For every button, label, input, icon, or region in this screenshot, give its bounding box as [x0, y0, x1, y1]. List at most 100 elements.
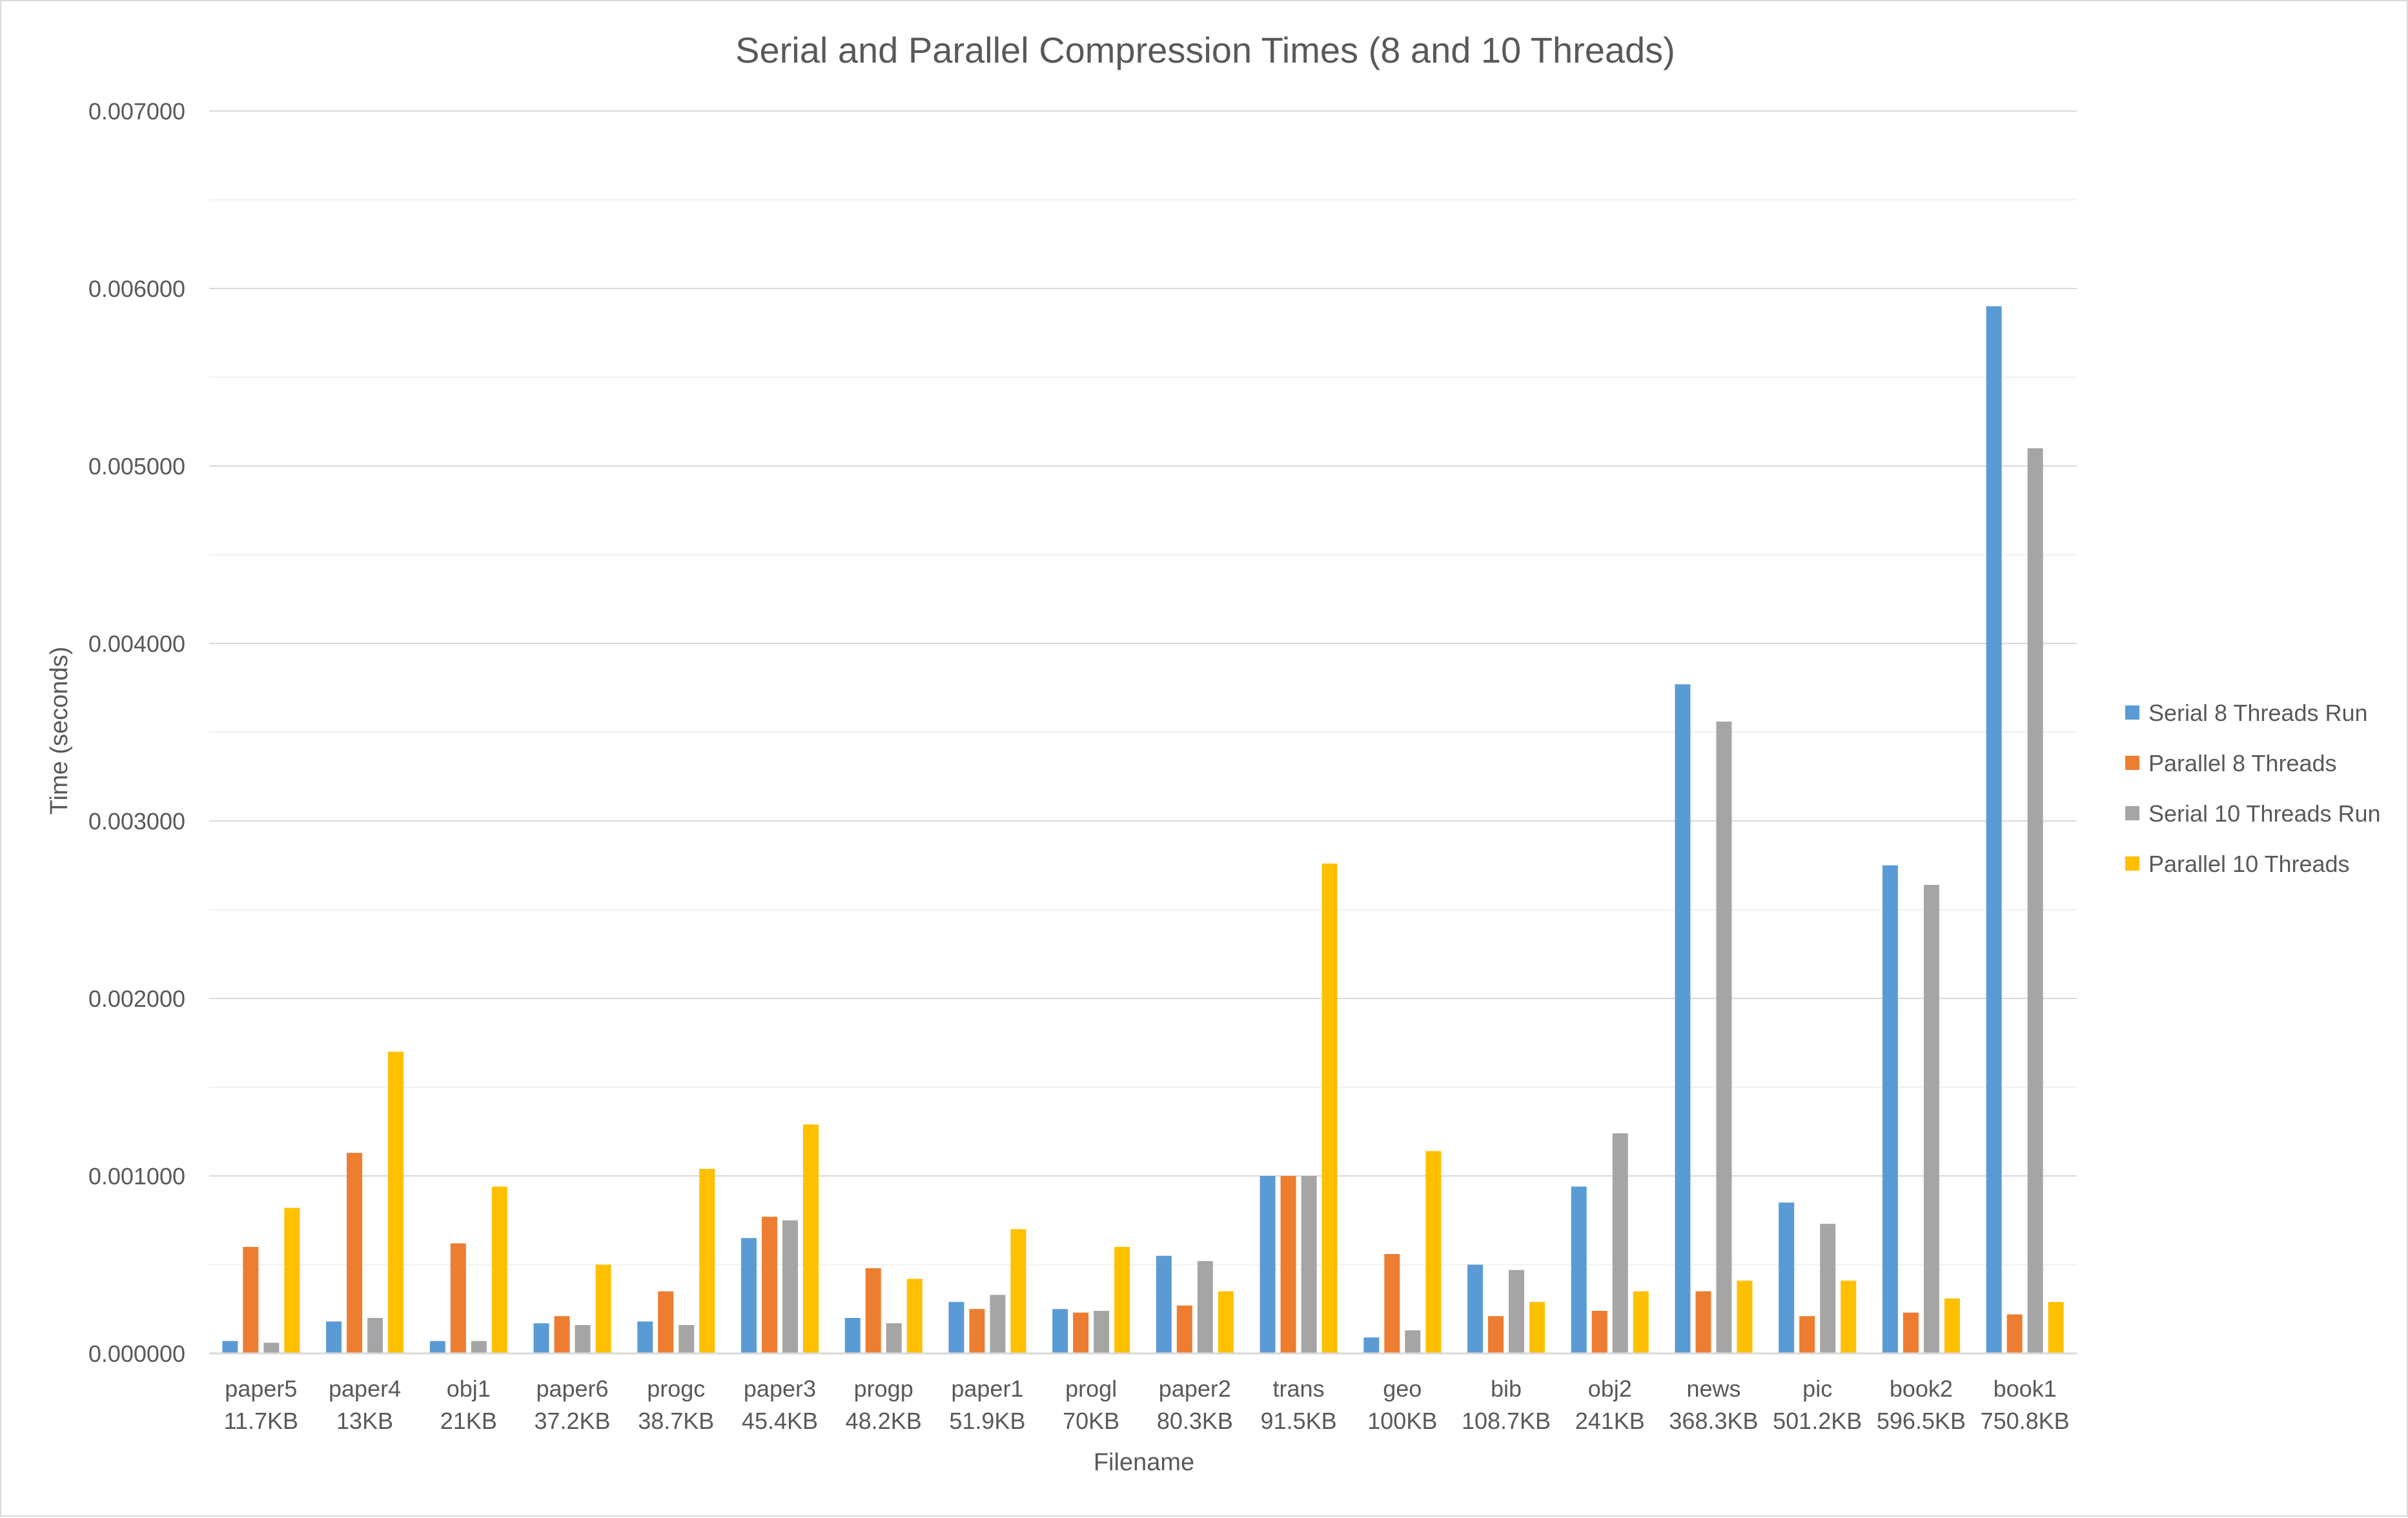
bar	[1986, 306, 2002, 1353]
bar	[1467, 1264, 1484, 1353]
bar	[1218, 1291, 1234, 1353]
x-tick-label: news	[1686, 1375, 1740, 1402]
x-tick-label: book1	[1994, 1375, 2057, 1402]
legend-swatch	[2125, 806, 2139, 820]
x-tick-sublabel: 80.3KB	[1157, 1408, 1233, 1434]
bar	[1944, 1298, 1960, 1353]
x-tick-sublabel: 596.5KB	[1877, 1408, 1966, 1434]
legend-label: Parallel 10 Threads	[2148, 851, 2350, 877]
x-axis-title: Filename	[1094, 1449, 1194, 1476]
bar	[222, 1341, 238, 1353]
bar	[1301, 1176, 1317, 1353]
x-tick-label: paper3	[744, 1375, 816, 1402]
bar	[326, 1321, 342, 1353]
x-tick-sublabel: 91.5KB	[1261, 1408, 1337, 1434]
bar	[1260, 1176, 1276, 1353]
bar	[1073, 1312, 1089, 1353]
bar	[1529, 1302, 1546, 1353]
x-tick-label: obj1	[447, 1375, 491, 1402]
bar	[1509, 1270, 1525, 1353]
bar	[1280, 1176, 1296, 1353]
legend-label: Serial 10 Threads Run	[2148, 800, 2381, 827]
x-tick-label: book2	[1890, 1375, 1953, 1402]
y-tick-label: 0.000000	[88, 1341, 185, 1367]
bar	[948, 1302, 964, 1353]
bar	[1903, 1312, 1919, 1353]
y-tick-label: 0.006000	[88, 276, 185, 302]
y-tick-label: 0.002000	[88, 986, 185, 1012]
y-axis-ticks: 0.000000 0.001000 0.002000 0.003000 0.004000…	[88, 98, 185, 1367]
x-tick-sublabel: 11.7KB	[224, 1408, 298, 1434]
bar	[450, 1243, 466, 1353]
bar	[886, 1323, 902, 1353]
bar	[1384, 1254, 1400, 1353]
x-tick-label: paper6	[536, 1375, 608, 1402]
bar	[699, 1169, 715, 1353]
bars	[222, 306, 2064, 1353]
bar	[1737, 1280, 1753, 1353]
x-tick-sublabel: 108.7KB	[1462, 1408, 1551, 1434]
bar	[595, 1264, 611, 1353]
bar	[1695, 1291, 1711, 1353]
y-tick-label: 0.001000	[88, 1163, 185, 1189]
x-tick-sublabel: 51.9KB	[949, 1408, 1025, 1434]
bar	[1799, 1316, 1815, 1353]
x-tick-label: progp	[854, 1375, 913, 1402]
x-tick-sublabel: 750.8KB	[1981, 1408, 2070, 1434]
bar	[243, 1247, 259, 1353]
legend-swatch	[2125, 856, 2139, 871]
bar	[1094, 1311, 1110, 1353]
bar	[637, 1321, 653, 1353]
bar	[471, 1341, 487, 1353]
bar	[1716, 722, 1732, 1353]
x-tick-label: progl	[1065, 1375, 1117, 1402]
bar	[990, 1295, 1006, 1353]
bar	[1779, 1202, 1795, 1353]
bar	[1633, 1291, 1649, 1353]
bar	[347, 1153, 363, 1353]
x-tick-sublabel: 70KB	[1063, 1408, 1119, 1434]
bar	[1176, 1305, 1192, 1353]
bar	[2027, 448, 2043, 1353]
bar	[906, 1279, 923, 1353]
bar	[491, 1186, 507, 1353]
x-tick-label: paper1	[951, 1375, 1023, 1402]
bar	[533, 1323, 549, 1353]
bar	[1321, 864, 1338, 1353]
bar	[802, 1124, 819, 1353]
bar	[1363, 1337, 1380, 1353]
bar	[554, 1316, 570, 1353]
bar	[1010, 1229, 1026, 1353]
bar	[575, 1325, 591, 1353]
x-tick-label: paper4	[329, 1375, 401, 1402]
legend-swatch	[2125, 705, 2139, 720]
bar	[865, 1268, 881, 1353]
bar	[679, 1325, 695, 1353]
x-tick-label: bib	[1491, 1375, 1522, 1402]
bar	[1156, 1255, 1172, 1353]
x-tick-sublabel: 13KB	[336, 1408, 393, 1434]
bar	[761, 1217, 777, 1353]
x-tick-sublabel: 45.4KB	[742, 1408, 818, 1434]
x-tick-label: progc	[647, 1375, 705, 1402]
x-axis-ticks: paper5 11.7KB paper4 13KB obj1 21KB paper6 37.2…	[224, 1375, 2070, 1434]
x-tick-label: pic	[1802, 1375, 1832, 1402]
bar	[2006, 1314, 2023, 1353]
y-tick-label: 0.005000	[88, 453, 185, 480]
bar	[367, 1318, 383, 1353]
x-tick-sublabel: 21KB	[440, 1408, 497, 1434]
legend-label: Serial 8 Threads Run	[2148, 700, 2368, 726]
x-tick-label: paper5	[225, 1375, 297, 1402]
bar	[388, 1051, 404, 1353]
bar	[1114, 1247, 1130, 1353]
gridlines	[209, 110, 2077, 1266]
x-tick-sublabel: 368.3KB	[1669, 1408, 1758, 1434]
bar	[1675, 684, 1691, 1353]
x-tick-sublabel: 38.7KB	[638, 1408, 714, 1434]
y-tick-label: 0.004000	[88, 631, 185, 657]
x-tick-sublabel: 48.2KB	[846, 1408, 922, 1434]
bar	[969, 1309, 985, 1353]
bar	[1425, 1151, 1442, 1353]
